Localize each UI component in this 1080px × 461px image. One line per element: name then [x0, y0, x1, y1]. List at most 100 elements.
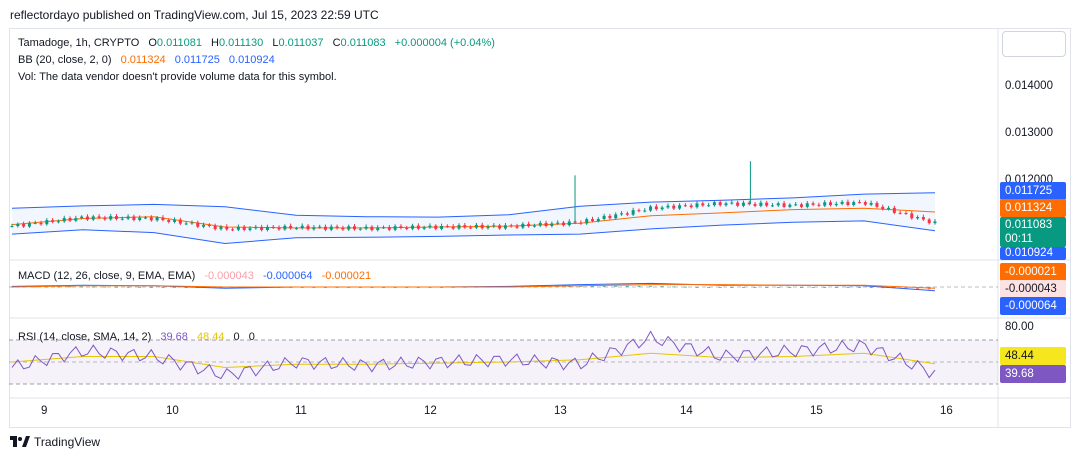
change-value: +0.000004 (+0.04%)	[394, 37, 495, 49]
macd-histogram-bar	[799, 287, 803, 288]
candle-body	[434, 225, 438, 229]
macd-histogram-bar	[683, 286, 687, 288]
chart-frame	[9, 28, 1071, 428]
candle-body	[202, 224, 206, 227]
candle-body	[678, 205, 682, 209]
candle-body	[614, 214, 618, 219]
candle-body	[126, 216, 130, 219]
candle-body	[387, 227, 391, 230]
candle-body	[405, 228, 409, 230]
candle-body	[80, 216, 84, 219]
candle-body	[318, 226, 322, 228]
candle-body	[712, 202, 716, 206]
macd-histogram-bar	[916, 287, 920, 290]
candle-body	[56, 221, 60, 223]
macd-chart	[10, 282, 936, 292]
signal-line	[11, 284, 936, 289]
bb-lower-tag: 0.010924	[1000, 247, 1066, 260]
candle-body	[608, 215, 612, 219]
bb-upper-line	[11, 192, 936, 218]
candle-body	[277, 227, 281, 230]
candle-body	[236, 226, 240, 230]
macd-histogram-bar	[56, 286, 60, 288]
footer-brand[interactable]: TradingView	[10, 435, 100, 449]
candle-body	[323, 226, 327, 230]
time-label-9: 9	[41, 405, 48, 417]
candle-body	[248, 228, 252, 230]
candle-body	[649, 206, 653, 211]
macd-histogram-bar	[637, 285, 641, 287]
macd-histogram-bar	[788, 287, 792, 288]
candle-body	[759, 202, 763, 206]
macd-histogram-bar	[173, 287, 177, 288]
macd-histogram-bar	[68, 286, 72, 288]
macd-histogram-bar	[80, 286, 84, 288]
candle-body	[161, 217, 165, 221]
macd-histogram-bar	[730, 287, 734, 288]
macd-histogram-bar	[718, 287, 722, 288]
rsi-chart	[11, 330, 936, 380]
candle-body	[306, 225, 310, 230]
footer-brand-text: TradingView	[34, 435, 101, 449]
candle-body	[155, 217, 159, 221]
macd-histogram-bar	[579, 285, 583, 287]
candle-body	[863, 202, 867, 205]
macd-legend[interactable]: MACD (12, 26, close, 9, EMA, EMA) -0.000…	[18, 270, 371, 282]
candle-body	[805, 203, 809, 207]
rsi-ma-value: 48.44	[196, 331, 225, 343]
candle-body	[753, 204, 757, 206]
candle-body	[823, 202, 827, 206]
candle-body	[782, 203, 786, 207]
time-label-13: 13	[554, 405, 567, 417]
symbol-legend: Tamadoge, 1h, CRYPTO O0.011081 H0.011130…	[18, 37, 495, 49]
price-tick-1: 0.014000	[1005, 80, 1053, 92]
macd-value: -0.000064	[262, 270, 313, 282]
candle-body	[428, 225, 432, 228]
candle-body	[730, 202, 734, 204]
candle-body	[149, 217, 153, 221]
macd-hist-tag: -0.000043	[1000, 280, 1066, 298]
candle-body	[933, 221, 937, 224]
candle-body	[335, 226, 339, 229]
low-value: 0.011037	[278, 37, 324, 49]
symbol-name[interactable]: Tamadoge, 1h, CRYPTO	[18, 37, 140, 49]
macd-histogram-bar	[904, 287, 908, 289]
publish-caption: reflectordayo published on TradingView.c…	[10, 8, 379, 22]
candle-body	[887, 207, 891, 210]
candle-body	[62, 218, 66, 222]
macd-histogram-bar	[776, 287, 780, 288]
candle-body	[167, 220, 171, 222]
candle-body	[538, 222, 542, 226]
last-price-value: 0.011083	[1005, 219, 1053, 231]
candle-body	[904, 213, 908, 215]
candle-body	[654, 206, 658, 210]
macd-histogram-bar	[602, 285, 606, 287]
rsi-zero-1: 0	[233, 331, 240, 343]
candle-body	[45, 220, 49, 225]
scale-settings-button[interactable]	[1002, 31, 1066, 57]
candle-body	[689, 205, 693, 208]
candle-body	[347, 226, 351, 230]
candle-body	[741, 202, 745, 206]
candle-body	[393, 226, 397, 230]
macd-signal-value: -0.000021	[321, 270, 372, 282]
candle-body	[173, 219, 177, 222]
candle-body	[265, 226, 269, 231]
time-label-15: 15	[810, 405, 823, 417]
time-label-16: 16	[940, 405, 953, 417]
bb-legend[interactable]: BB (20, close, 2, 0) 0.011324 0.011725 0…	[18, 54, 275, 66]
price-chart	[10, 161, 937, 245]
candle-body	[109, 216, 113, 220]
candle-body	[364, 226, 368, 229]
candle-body	[231, 229, 235, 231]
candle-body	[10, 226, 14, 228]
candle-body	[567, 221, 571, 226]
candle-body	[788, 204, 792, 207]
candle-body	[620, 213, 624, 215]
candle-body	[225, 226, 229, 230]
candle-body	[22, 223, 26, 227]
candle-body	[695, 203, 699, 208]
macd-histogram-bar	[660, 286, 664, 288]
bb-lower-line	[11, 220, 936, 245]
